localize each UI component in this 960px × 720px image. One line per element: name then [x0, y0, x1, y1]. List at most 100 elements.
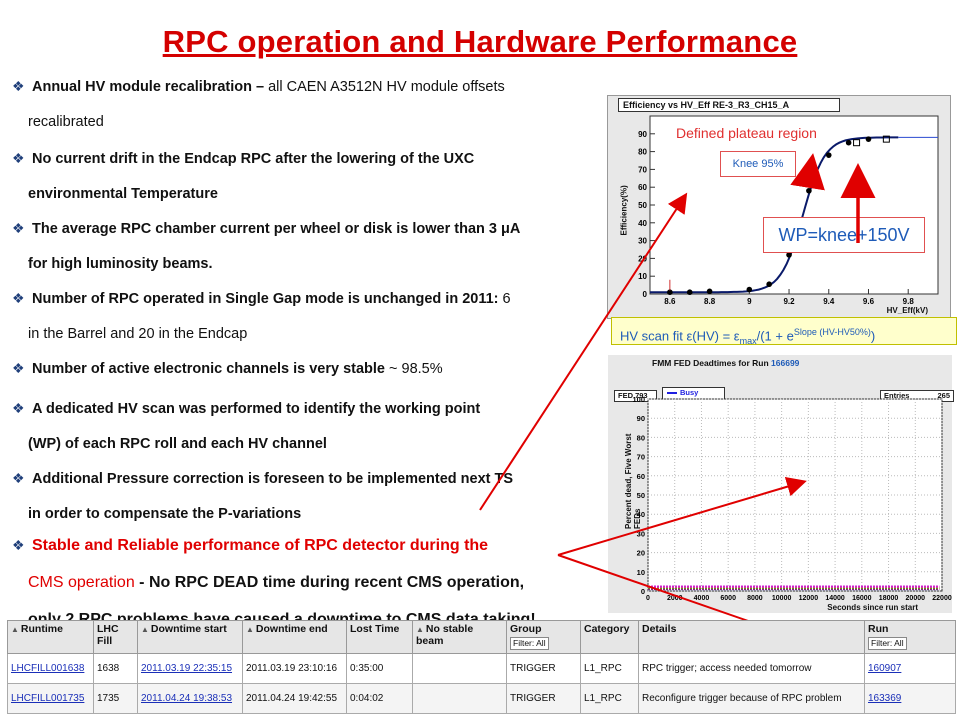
- eff-x-tick-label: 8.8: [704, 297, 716, 306]
- runtime-link[interactable]: LHCFILL001638: [11, 662, 85, 674]
- fmm-y-tick-label: 40: [637, 510, 645, 519]
- diamond-bullet-icon: ❖: [12, 360, 25, 376]
- col-header-category[interactable]: Category: [580, 620, 639, 654]
- group-cell: TRIGGER: [506, 653, 581, 684]
- eff-x-tick-label: 9.6: [863, 297, 875, 306]
- lhc-fill-cell: 1735: [93, 683, 138, 714]
- fmm-chart-svg: 0 10 20 30 40 50 60 70 80 90 100 0 2000 4000 6000 8000 1…: [632, 395, 952, 602]
- fmm-x-tick-label: 0: [646, 595, 650, 602]
- eff-y-tick-label: 10: [638, 272, 647, 281]
- downtime-end-cell: 2011.04.24 19:42:55: [242, 683, 347, 714]
- eff-data-point: [686, 289, 693, 296]
- eff-data-point: [766, 281, 772, 288]
- run-link[interactable]: 160907: [868, 662, 902, 674]
- col-header-details[interactable]: Details: [638, 620, 865, 654]
- fmm-x-tick-label: 10000: [772, 595, 792, 602]
- eff-x-tick-label: 9.2: [783, 297, 795, 306]
- eff-data-point: [706, 288, 713, 295]
- eff-x-tick-label: 9: [747, 297, 752, 306]
- col-header-group[interactable]: Group Filter: All: [506, 620, 581, 654]
- fmm-x-tick-label: 12000: [799, 595, 819, 602]
- table-row: LHCFILL001735 1735 2011.04.24 19:38:53 2…: [7, 683, 956, 714]
- group-cell: TRIGGER: [506, 683, 581, 714]
- eff-data-point: [746, 286, 753, 293]
- downtime-table: ▲ Runtime LHC Fill ▲ Downtime start ▲ Downt…: [7, 620, 956, 714]
- details-cell: Reconfigure trigger because of RPC probl…: [638, 683, 865, 714]
- eff-x-tick-label: 9.8: [903, 297, 915, 306]
- fmm-x-tick-label: 8000: [747, 595, 763, 602]
- col-header-lost-time[interactable]: Lost Time: [346, 620, 413, 654]
- eff-data-point: [806, 187, 812, 194]
- no-stable-beam-cell: [412, 653, 507, 684]
- bullet-item: ❖ A dedicated HV scan was performed to i…: [12, 400, 481, 452]
- col-header-no-stable-beam[interactable]: ▲ No stable beam: [412, 620, 507, 654]
- col-header-downtime-end[interactable]: ▲ Downtime end: [242, 620, 347, 654]
- fmm-y-tick-label: 30: [637, 529, 645, 538]
- lost-time-cell: 0:35:00: [346, 653, 413, 684]
- runtime-link[interactable]: LHCFILL001735: [11, 692, 85, 704]
- downtime-start-link[interactable]: 2011.04.24 19:38:53: [141, 692, 233, 704]
- slide-title: RPC operation and Hardware Performance: [162, 24, 798, 59]
- details-cell: RPC trigger; access needed tomorrow: [638, 653, 865, 684]
- diamond-bullet-icon: ❖: [12, 220, 25, 236]
- fmm-x-tick-label: 16000: [852, 595, 872, 602]
- bullet-item: ❖ The average RPC chamber current per wh…: [12, 220, 521, 272]
- eff-data-point: [865, 136, 872, 142]
- eff-y-tick-label: 30: [638, 237, 647, 246]
- group-filter-select[interactable]: Filter: All: [510, 637, 549, 650]
- fmm-y-tick-label: 0: [641, 587, 645, 596]
- plateau-annotation: Defined plateau region: [676, 125, 817, 141]
- fmm-x-tick-label: 20000: [906, 595, 926, 602]
- bullet-item: ❖ Number of active electronic channels i…: [12, 360, 443, 377]
- category-cell: L1_RPC: [580, 683, 639, 714]
- bullet-item: ❖ No current drift in the Endcap RPC aft…: [12, 150, 475, 202]
- col-header-lhc-fill[interactable]: LHC Fill: [93, 620, 138, 654]
- run-filter-select[interactable]: Filter: All: [868, 637, 907, 650]
- no-stable-beam-cell: [412, 683, 507, 714]
- fmm-x-tick-label: 4000: [694, 595, 710, 602]
- hv-fit-formula: HV scan fit ε(HV) = εmax/(1 + eSlope (HV…: [611, 317, 957, 345]
- fmm-y-tick-label: 90: [637, 414, 645, 423]
- diamond-bullet-icon: ❖: [12, 537, 25, 553]
- diamond-bullet-icon: ❖: [12, 400, 25, 416]
- eff-y-tick-label: 0: [643, 290, 648, 299]
- bullet-item: ❖ Number of RPC operated in Single Gap m…: [12, 290, 511, 342]
- eff-x-tick-label: 9.4: [823, 297, 835, 306]
- eff-x-axis-label: HV_Eff(kV): [886, 306, 928, 315]
- downtime-end-cell: 2011.03.19 23:10:16: [242, 653, 347, 684]
- eff-y-tick-label: 90: [638, 130, 647, 139]
- fmm-x-tick-label: 18000: [879, 595, 899, 602]
- category-cell: L1_RPC: [580, 653, 639, 684]
- eff-y-tick-label: 50: [638, 201, 647, 210]
- eff-y-tick-label: 60: [638, 183, 647, 192]
- eff-y-tick-label: 70: [638, 165, 647, 174]
- eff-plot-frame: [649, 115, 939, 295]
- eff-data-point: [786, 252, 792, 258]
- fmm-y-tick-label: 100: [632, 395, 645, 404]
- downtime-start-link[interactable]: 2011.03.19 22:35:15: [141, 662, 233, 674]
- table-header-row: ▲ Runtime LHC Fill ▲ Downtime start ▲ Downt…: [7, 620, 956, 654]
- lhc-fill-cell: 1638: [93, 653, 138, 684]
- fmm-plot-title: FMM FED Deadtimes for Run 166699: [652, 358, 800, 368]
- diamond-bullet-icon: ❖: [12, 78, 25, 94]
- eff-data-point: [825, 152, 832, 158]
- fmm-x-tick-label: 22000: [932, 595, 952, 602]
- diamond-bullet-icon: ❖: [12, 470, 25, 486]
- eff-knee-marker: [853, 139, 861, 147]
- fmm-y-tick-label: 60: [637, 472, 645, 481]
- eff-data-point: [845, 139, 852, 146]
- eff-plot-title: Efficiency vs HV_Eff RE-3_R3_CH15_A: [618, 98, 840, 112]
- col-header-runtime[interactable]: ▲ Runtime: [7, 620, 94, 654]
- fmm-x-axis-label: Seconds since run start: [827, 603, 918, 612]
- eff-y-tick-label: 80: [638, 148, 647, 157]
- col-header-run[interactable]: Run Filter: All: [864, 620, 956, 654]
- fmm-deadtime-plot: FMM FED Deadtimes for Run 166699 FED 793…: [608, 355, 954, 613]
- col-header-downtime-start[interactable]: ▲ Downtime start: [137, 620, 243, 654]
- table-row: LHCFILL001638 1638 2011.03.19 22:35:15 2…: [7, 653, 956, 684]
- eff-y-tick-label: 40: [638, 219, 647, 228]
- eff-y-tick-label: 20: [638, 254, 647, 263]
- fmm-x-tick-label: 6000: [720, 595, 736, 602]
- run-link[interactable]: 163369: [868, 692, 902, 704]
- diamond-bullet-icon: ❖: [12, 290, 25, 306]
- fmm-y-tick-label: 10: [637, 568, 645, 577]
